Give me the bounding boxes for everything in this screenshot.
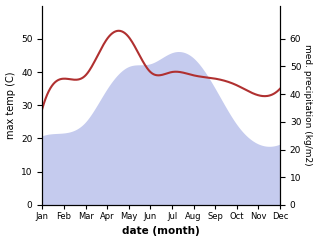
X-axis label: date (month): date (month) [122,227,200,236]
Y-axis label: med. precipitation (kg/m2): med. precipitation (kg/m2) [303,45,313,166]
Y-axis label: max temp (C): max temp (C) [5,71,16,139]
